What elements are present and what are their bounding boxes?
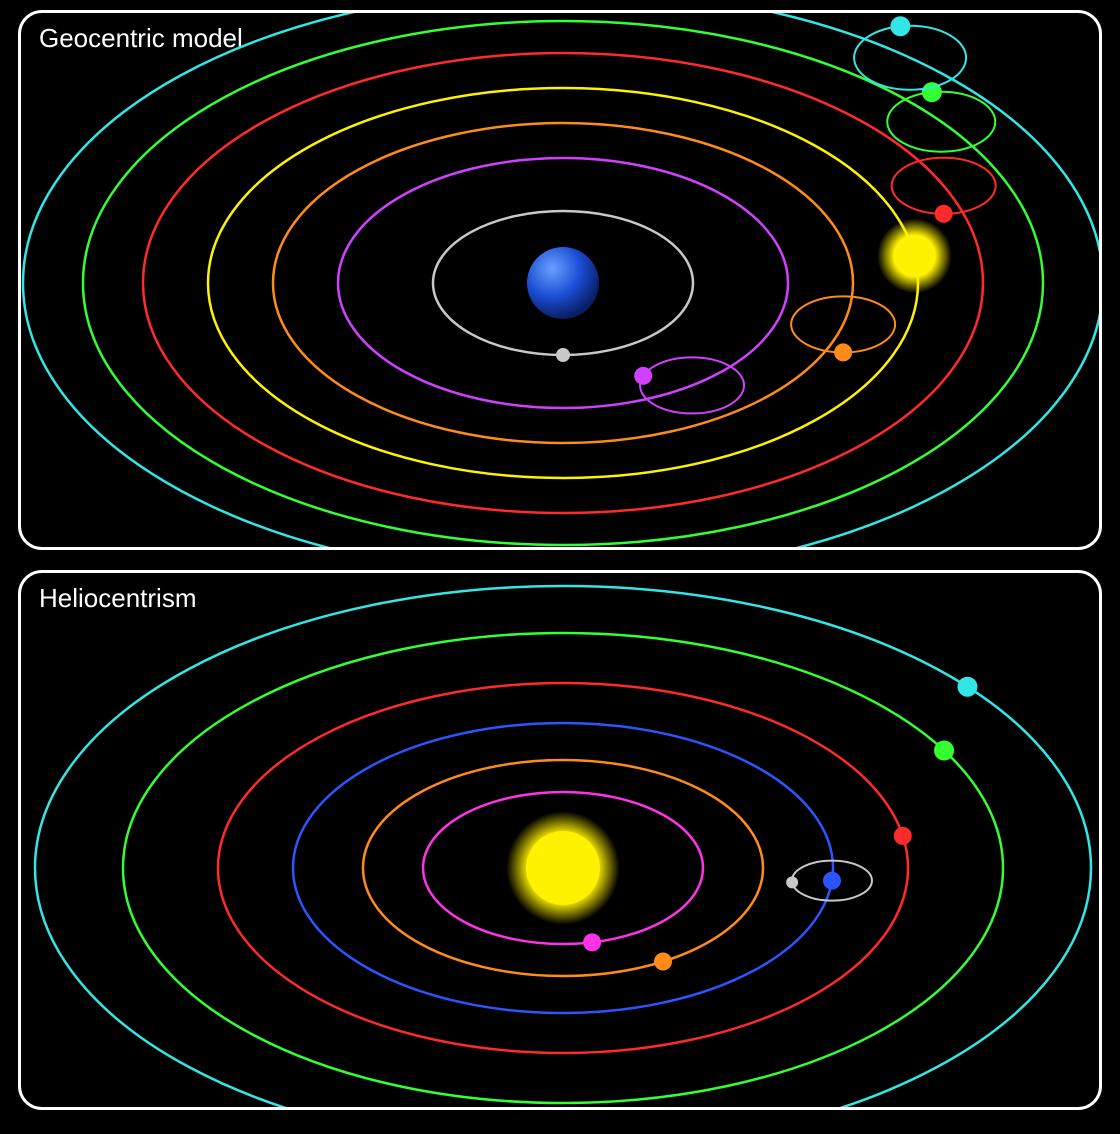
mercury-planet	[583, 933, 601, 951]
geocentric-panel: Geocentric model	[18, 10, 1102, 550]
moon-body	[786, 876, 798, 888]
saturn-planet	[890, 16, 910, 36]
venus-planet	[654, 953, 672, 971]
mars-planet	[894, 827, 912, 845]
sun-planet	[896, 237, 933, 274]
geocentric-diagram	[21, 13, 1099, 547]
earth-central-body	[527, 247, 599, 319]
heliocentric-diagram	[21, 573, 1099, 1107]
sun-central-body	[526, 831, 600, 905]
figure-container: Geocentric model Heliocentrism	[0, 0, 1120, 1134]
saturn-planet	[957, 677, 977, 697]
moon-planet	[556, 348, 570, 362]
jupiter-planet	[934, 741, 954, 761]
earth-planet	[823, 872, 841, 890]
mercury-planet	[634, 367, 652, 385]
heliocentric-panel: Heliocentrism	[18, 570, 1102, 1110]
venus-planet	[834, 343, 852, 361]
mars-planet	[935, 205, 953, 223]
